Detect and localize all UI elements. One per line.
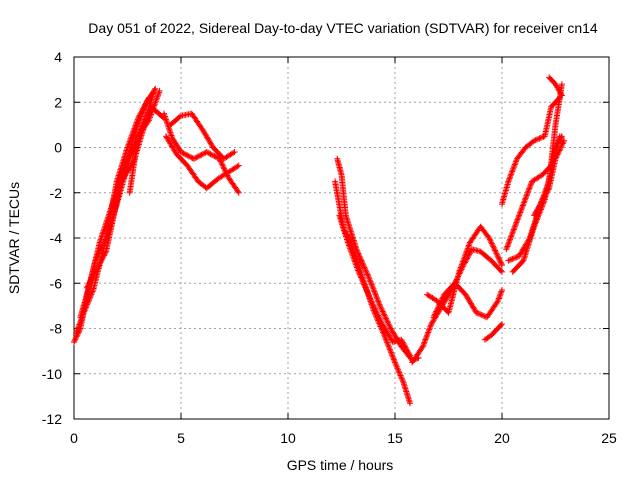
data-point-markers [160,110,242,196]
y-tick-label: -4 [50,230,63,246]
series-arc-18 [505,81,565,264]
data-point-markers [336,212,413,359]
series-arc-16 [499,94,563,208]
data-point-markers [499,94,563,208]
y-tick-label: 4 [54,49,62,65]
y-axis-label: SDTVAR / TECUs [6,182,22,294]
series-arc-21 [546,74,565,99]
data-point-markers [126,87,163,196]
series-arc-11 [336,212,413,359]
x-tick-label: 10 [280,430,296,446]
y-tick-label: -8 [50,321,63,337]
data-point-markers [546,74,565,99]
data-point-markers [167,110,238,162]
data-point-markers [163,133,242,192]
series-arc-7 [163,133,242,192]
y-tick-label: -2 [50,185,63,201]
series-arc-6 [160,110,242,196]
data-point-markers [531,137,568,219]
y-tick-label: -12 [42,411,62,427]
x-tick-label: 5 [177,430,185,446]
y-tick-label: -6 [50,275,63,291]
x-tick-label: 15 [387,430,403,446]
grid-lines [74,57,609,419]
series-arc-12 [409,246,505,366]
data-point-markers [334,155,422,364]
axis-ticks: 0 5 10 15 20 25 -12 -10 -8 -6 -4 -2 0 2 4 [42,49,617,446]
data-point-markers [481,321,505,343]
y-tick-label: -10 [42,366,62,382]
series-arc-14 [430,280,505,321]
series-arc-20 [531,137,568,219]
series-arc-15 [481,321,505,343]
x-tick-label: 20 [494,430,510,446]
x-axis-label: GPS time / hours [287,457,394,473]
data-point-markers [505,81,565,264]
series-arc-5 [126,87,163,196]
chart-title: Day 051 of 2022, Sidereal Day-to-day VTE… [88,20,598,36]
x-tick-label: 0 [70,430,78,446]
y-tick-label: 2 [54,94,62,110]
x-tick-label: 25 [601,430,617,446]
y-tick-label: 0 [54,140,62,156]
series-arc-8 [167,110,238,162]
data-point-markers [409,246,505,366]
series-arc-9 [334,155,422,364]
data-point-markers [430,280,505,321]
data-points [71,74,568,407]
